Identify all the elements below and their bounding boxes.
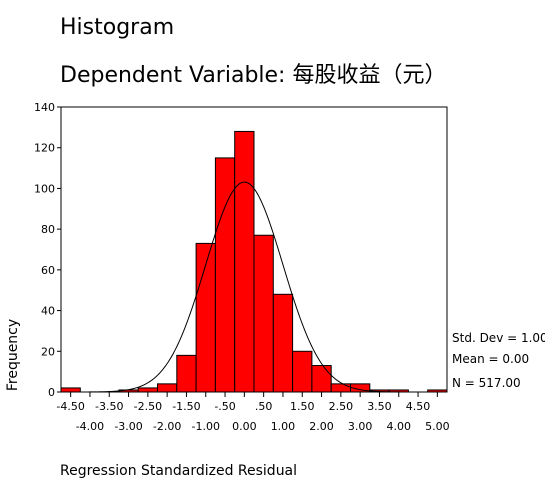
histogram-bar bbox=[330, 383, 352, 393]
x-tick-label: 4.50 bbox=[406, 400, 431, 413]
x-tick-label: -2.00 bbox=[153, 420, 181, 433]
x-axis-label: Regression Standardized Residual bbox=[60, 463, 297, 479]
chart-subtitle: Dependent Variable: 每股收益（元） bbox=[60, 63, 446, 88]
histogram-bars bbox=[60, 130, 448, 393]
stat-n: N = 517.00 bbox=[452, 376, 521, 390]
x-tick-label: .50 bbox=[255, 400, 273, 413]
y-tick-label: 120 bbox=[34, 142, 55, 155]
plot-frame bbox=[60, 106, 448, 393]
x-tick-label: 4.00 bbox=[387, 420, 412, 433]
x-tick-label: -.50 bbox=[214, 400, 235, 413]
x-tick-label: -1.50 bbox=[172, 400, 200, 413]
x-tick-label: 3.50 bbox=[367, 400, 392, 413]
x-tick-label: -3.00 bbox=[114, 420, 142, 433]
x-tick-label: 2.50 bbox=[329, 400, 354, 413]
x-tick-label: 2.00 bbox=[309, 420, 334, 433]
x-tick-label: -3.50 bbox=[95, 400, 123, 413]
x-tick-label: 3.00 bbox=[348, 420, 373, 433]
x-tick-label: -2.50 bbox=[134, 400, 162, 413]
x-tick-label: -1.00 bbox=[192, 420, 220, 433]
x-tick-label: -4.00 bbox=[76, 420, 104, 433]
stat-std-dev: Std. Dev = 1.00 bbox=[452, 331, 545, 345]
x-tick-label: 5.00 bbox=[425, 420, 450, 433]
y-tick-label: 20 bbox=[41, 345, 55, 358]
x-tick-label: 1.50 bbox=[290, 400, 315, 413]
y-tick-label: 40 bbox=[41, 305, 55, 318]
y-tick-label: 60 bbox=[41, 264, 55, 277]
histogram-bar bbox=[60, 387, 81, 393]
histogram-bar bbox=[137, 387, 158, 393]
y-tick-label: 100 bbox=[34, 182, 55, 195]
y-tick-label: 80 bbox=[41, 223, 55, 236]
y-axis-label: Frequency bbox=[5, 319, 21, 391]
histogram-bar bbox=[234, 130, 255, 393]
x-tick-label: -4.50 bbox=[56, 400, 84, 413]
y-tick-label: 140 bbox=[34, 101, 55, 114]
histogram-bar bbox=[311, 365, 332, 393]
stats-box: Std. Dev = 1.00 Mean = 0.00 N = 517.00 bbox=[452, 331, 545, 390]
histogram-bar bbox=[176, 354, 197, 393]
histogram-bar bbox=[292, 350, 313, 393]
stat-mean: Mean = 0.00 bbox=[452, 352, 529, 366]
x-tick-label: 0.00 bbox=[232, 420, 257, 433]
histogram-bar bbox=[272, 293, 294, 393]
histogram-bar bbox=[157, 383, 178, 393]
histogram-bar bbox=[253, 234, 274, 393]
y-axis-ticks: 0 20 40 60 80 100 120 140 bbox=[34, 101, 61, 399]
x-tick-label: 1.00 bbox=[271, 420, 296, 433]
y-tick-label: 0 bbox=[48, 386, 55, 399]
chart-title: Histogram bbox=[60, 15, 174, 40]
x-axis-ticks: -4.50 -3.50 -2.50 -1.50 -.50 .50 1.50 2.50 3.50 4… bbox=[56, 392, 450, 433]
